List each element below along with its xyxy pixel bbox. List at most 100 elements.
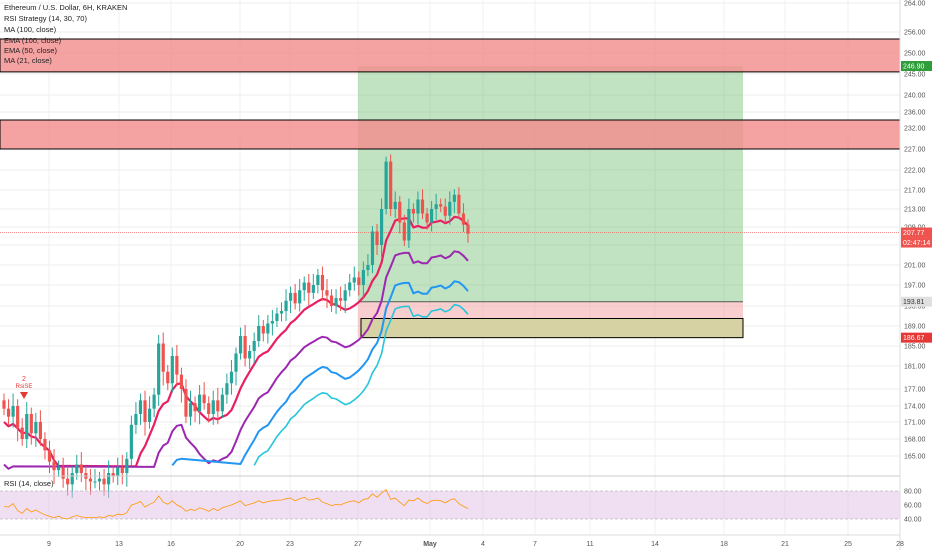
profit-zone [358,66,743,302]
x-tick-label: 20 [236,541,244,548]
resistance-zone-upper [0,38,901,73]
candle-body [238,336,243,354]
candle-body [243,336,247,359]
x-tick-label: 14 [651,541,659,548]
candle-body [70,473,74,485]
candle-body [361,270,365,285]
indicator-ema50[interactable]: EMA (50, close) [4,46,57,55]
indicator-ma100[interactable]: MA (100, close) [4,25,57,34]
candle-body [138,400,143,414]
candle-body [2,400,6,409]
y-tick-label: 165.00 [904,454,926,461]
candle-body [443,206,447,216]
x-tick-label: 13 [115,541,123,548]
rsi-tick-label: 80.00 [904,489,922,496]
y-tick-label: 193.00 [904,304,926,311]
candle-body [461,213,466,225]
candle-body [202,394,206,404]
candle-body [448,201,452,216]
candle-body [279,311,284,314]
candle-body [343,290,347,301]
rsi-tick-label: 40.00 [904,517,922,524]
signal-number: 2 [22,376,26,383]
candle-body [234,353,238,372]
candle-body [416,199,420,214]
y-tick-label: 185.00 [904,344,926,351]
candle-body [66,478,70,485]
candle-body [293,292,297,304]
price-labels: 246.90 207.77 02:47:14 193.81 186.67 [901,61,932,343]
candle-body [61,467,65,479]
x-tick-label: 28 [896,541,904,548]
countdown-tag-bg [901,237,932,248]
candle-body [111,473,115,476]
candle-body [329,295,334,306]
candle-body [370,231,375,265]
x-tick-label: 21 [781,541,789,548]
candle-body [152,394,156,409]
candle-body [393,201,397,209]
candle-body [334,298,338,306]
candle-body [389,161,393,209]
candle-body [457,194,461,214]
candle-body [93,481,97,483]
candle-body [430,209,434,223]
candle-body [320,275,325,291]
ema50-line [3,250,469,470]
y-tick-label: 197.00 [904,283,926,290]
y-tick-label: 201.00 [904,263,926,270]
rsi-panel [0,475,900,520]
x-tick-label: May [423,541,437,548]
symbol-title: Ethereum / U.S. Dollar, 6H, KRAKEN [4,3,128,12]
stop-price-tag-bg [901,332,932,343]
entry-price-tag-bg [901,296,932,307]
indicator-rsi-strategy[interactable]: RSI Strategy (14, 30, 70) [4,14,87,23]
candle-body [316,275,320,285]
candle-body [120,467,124,473]
candle-body [175,356,179,375]
candle-body [134,414,138,425]
candle-body [266,323,270,334]
indicator-ema100[interactable]: EMA (100, close) [4,36,62,45]
x-tick-label: 7 [533,541,537,548]
candle-body [211,400,215,414]
candle-body [193,403,197,412]
candle-body [56,467,61,471]
indicator-ma21[interactable]: MA (21, close) [4,56,52,65]
y-tick-label: 250.00 [904,51,926,58]
candle-body [97,478,102,482]
candle-body [420,199,425,214]
y-tick-label: 217.00 [904,188,926,195]
candle-body [52,461,56,471]
candle-body [439,204,443,207]
candle-body [411,209,416,214]
candles [2,154,470,498]
candle-body [452,194,456,202]
y-tick-label: 177.00 [904,387,926,394]
rsi-label[interactable]: RSI (14, close) [4,479,54,488]
signal-text: RsiSE [15,384,33,390]
ma21-line [3,215,469,468]
x-tick-label: 27 [354,541,362,548]
candle-body [75,464,79,473]
candle-body [375,231,379,245]
y-tick-label: 168.00 [904,437,926,444]
candle-body [11,406,15,417]
x-tick-label: 23 [286,541,294,548]
candle-body [434,204,438,209]
y-tick-label: 181.00 [904,364,926,371]
target-price-tag: 246.90 [903,64,925,71]
rsi-band [0,491,900,519]
y-tick-label: 227.00 [904,147,926,154]
candle-body [16,406,20,428]
candle-body [357,277,361,285]
y-tick-label: 236.00 [904,110,926,117]
current-price-tag-bg [901,227,932,238]
y-tick-label: 245.00 [904,72,926,79]
candle-body [348,282,352,291]
x-tick-label: 18 [720,541,728,548]
rsi-tick-label: 60.00 [904,503,922,510]
candle-body [6,408,11,417]
candle-body [248,351,252,359]
